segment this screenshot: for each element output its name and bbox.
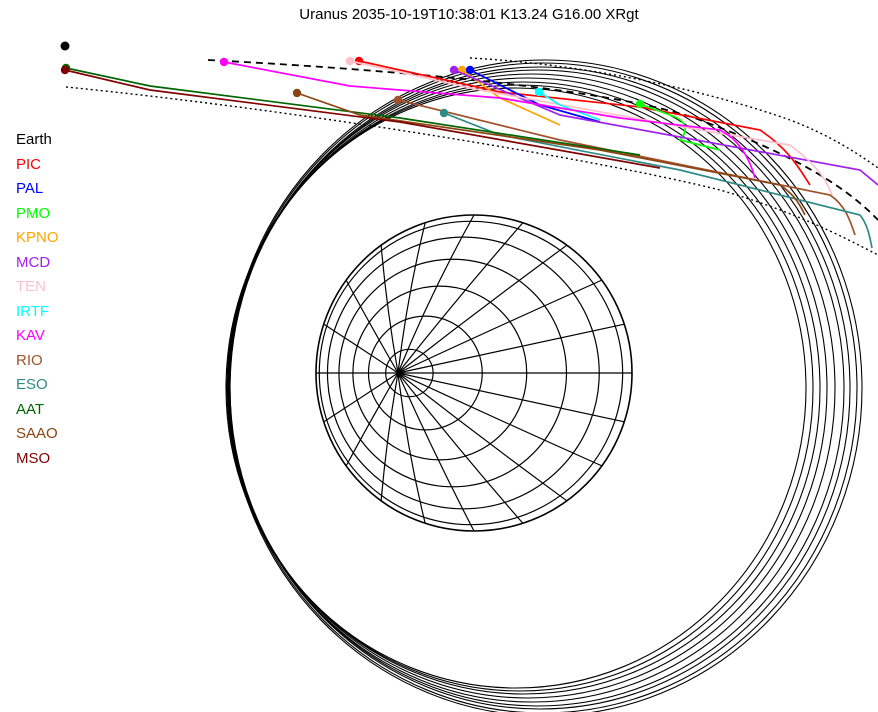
meridian-20 [397,323,625,374]
legend-item-kpno: KPNO [16,229,59,246]
track-saao [296,92,806,216]
legend-item-aat: AAT [16,400,45,418]
start-marker-ten [345,56,355,66]
earth-marker [60,41,70,51]
shadow-limit-lines [65,57,878,256]
legend-item-irtf: IRTF [16,302,50,320]
legend-item-rio: RIO [16,351,43,369]
track-irtf [538,91,601,121]
track-kav [223,61,756,179]
ring-9 [225,87,807,689]
track-rio [397,99,856,236]
legend-item-kav: KAV [16,327,45,344]
meridian-7 [397,372,426,524]
legend-item-pmo: PMO [16,204,51,222]
meridian-17 [397,222,524,374]
meridian-14 [380,245,399,374]
meridian-18 [397,244,568,374]
ring-7 [227,81,821,695]
meridian-15 [397,222,426,374]
meridian-9 [345,372,399,467]
start-marker-rio [393,95,403,105]
track-eso [443,112,873,249]
uranus-globe [315,214,633,532]
south-limit [65,86,878,256]
ring-8 [226,84,814,692]
plot-title: Uranus 2035-10-19T10:38:01 K13.24 G16.00… [299,6,639,23]
start-marker-kav [219,57,229,67]
uranus-rings [225,59,863,712]
meridian-8 [380,372,399,501]
legend-item-ten: TEN [16,278,46,295]
legend-item-mcd: MCD [16,253,51,271]
central-line [207,59,878,221]
legend-item-earth: Earth [16,131,52,148]
meridian-12 [323,323,399,374]
start-marker-pmo [635,99,645,109]
meridian-13 [345,279,399,374]
meridian-4 [397,372,568,502]
meridian-3 [397,372,603,467]
ring-4 [229,69,845,707]
meridian-2 [397,372,625,423]
legend-item-saao: SAAO [16,425,58,442]
start-marker-pal [465,65,475,75]
track-mcd [453,69,878,186]
meridian-19 [397,279,603,374]
meridian-6 [397,372,475,532]
track-ten [349,60,833,196]
track-aat [65,67,641,156]
start-marker-mso [60,65,70,75]
legend-item-mso: MSO [16,449,51,467]
ring-6 [228,77,828,699]
legend-item-eso: ESO [16,376,48,393]
legend-item-pal: PAL [16,180,44,197]
track-mso [64,69,661,169]
start-marker-mcd [449,65,459,75]
meridian-10 [323,372,399,423]
track-pic [358,60,811,186]
start-marker-eso [439,108,449,118]
observatory-tracks [60,56,878,249]
meridian-16 [397,214,475,374]
observatory-legend: Earth PIC PAL PMO KPNO MCD TEN IRTF KAV RIO ESO AAT… [16,128,59,471]
legend-item-pic: PIC [16,155,42,173]
start-marker-irtf [534,87,544,97]
meridian-5 [397,372,524,524]
start-marker-saao [292,88,302,98]
